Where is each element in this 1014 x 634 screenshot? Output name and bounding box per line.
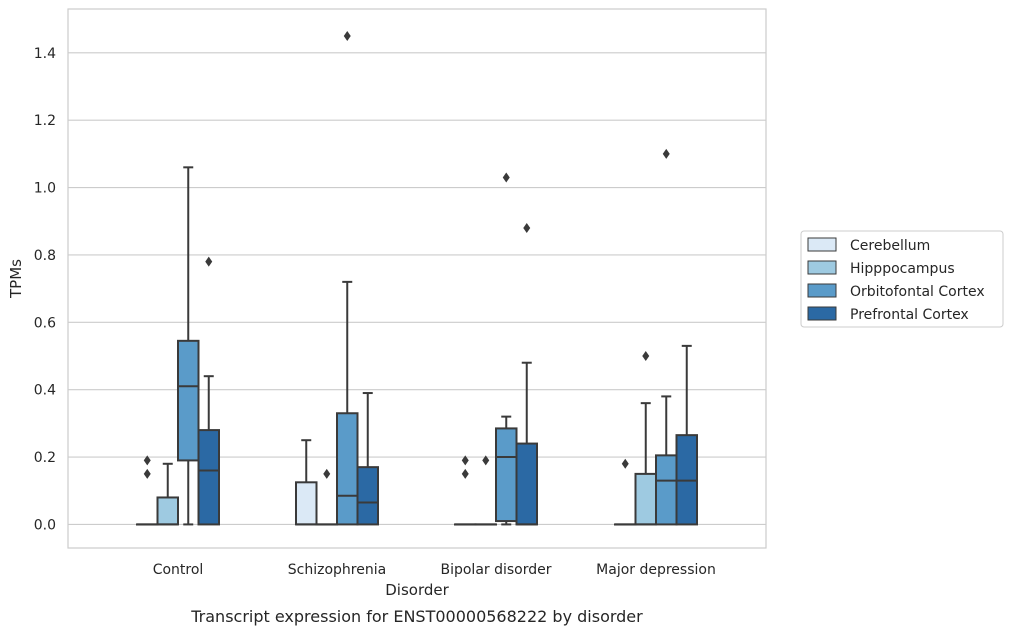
y-tick-label: 0.8 — [34, 248, 56, 264]
box — [474, 455, 497, 526]
outlier-point — [662, 148, 670, 159]
legend: Cerebellum Hipppocampus Orbitofontal Corte… — [800, 230, 1004, 328]
box — [295, 439, 318, 526]
legend-label: Prefrontal Cortex — [850, 307, 969, 323]
outlier-point — [205, 256, 213, 267]
x-tick-label: Bipolar disorder — [440, 562, 551, 578]
outlier-point — [143, 455, 151, 466]
legend-frame — [800, 230, 1004, 328]
legend-label: Orbitofontal Cortex — [850, 284, 985, 300]
outlier-point — [461, 455, 469, 466]
legend-swatch — [807, 306, 837, 321]
legend-swatch — [807, 283, 837, 298]
box — [454, 455, 477, 526]
box-series — [136, 30, 698, 526]
legend-label: Hipppocampus — [850, 261, 955, 277]
x-tick-label: Control — [153, 562, 204, 578]
box-body — [156, 496, 179, 526]
box-body — [295, 481, 318, 526]
y-tick-label: 0.0 — [34, 517, 56, 533]
box — [495, 172, 518, 526]
chart-caption: Transcript expression for ENST0000056822… — [190, 607, 643, 626]
y-tick-label: 0.6 — [34, 315, 56, 331]
box-body — [356, 466, 379, 526]
box — [197, 256, 220, 526]
y-tick-label: 1.0 — [34, 181, 56, 197]
series-cerebellum — [136, 439, 637, 526]
x-axis-label: Disorder — [385, 581, 449, 599]
box — [655, 148, 678, 526]
y-tick-labels: 0.0 0.2 0.4 0.6 0.8 1.0 1.2 1.4 — [34, 46, 56, 534]
outlier-point — [502, 172, 510, 183]
y-tick-label: 1.2 — [34, 113, 56, 129]
series-orbitofontal-cortex — [177, 30, 678, 526]
series-hipppocampus — [156, 350, 657, 526]
outlier-point — [343, 30, 351, 41]
legend-swatch — [807, 260, 837, 275]
box-body — [515, 442, 538, 526]
box-body — [177, 339, 200, 462]
x-tick-labels: Control Schizophrenia Bipolar disorder Majo… — [153, 562, 716, 578]
box-body — [197, 429, 220, 526]
outlier-point — [523, 222, 531, 233]
y-tick-label: 0.2 — [34, 450, 56, 466]
box-body — [495, 427, 518, 523]
legend-label: Cerebellum — [850, 238, 930, 254]
outlier-point — [461, 468, 469, 479]
box — [156, 462, 179, 526]
series-prefrontal-cortex — [197, 222, 698, 526]
y-tick-label: 1.4 — [34, 46, 56, 62]
outlier-point — [621, 458, 629, 469]
outlier-point — [143, 468, 151, 479]
outlier-point — [642, 350, 650, 361]
box — [177, 166, 200, 526]
y-tick-label: 0.4 — [34, 383, 56, 399]
box-body — [655, 454, 678, 526]
y-axis-label: TPMs — [7, 259, 25, 299]
legend-swatch — [807, 237, 837, 252]
outlier-point — [323, 468, 331, 479]
x-tick-label: Major depression — [596, 562, 716, 578]
box — [515, 222, 538, 526]
box — [356, 392, 379, 526]
outlier-point — [482, 455, 490, 466]
box — [315, 468, 338, 526]
box-body — [336, 412, 359, 526]
box-body — [634, 472, 657, 526]
x-tick-label: Schizophrenia — [288, 562, 386, 578]
box — [675, 344, 698, 526]
